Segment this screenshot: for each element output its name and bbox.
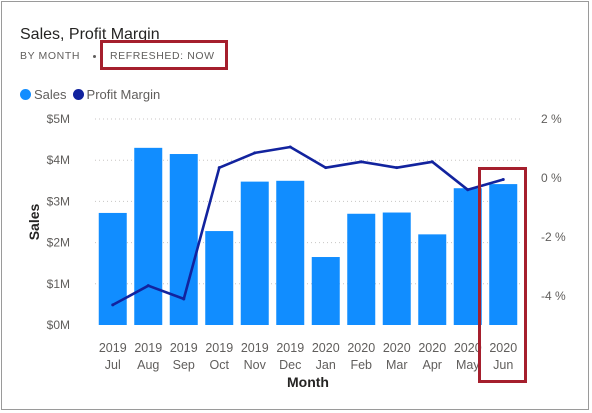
x-tick-month: Jul xyxy=(105,358,121,372)
profit-margin-point xyxy=(111,303,115,307)
profit-margin-point xyxy=(288,145,292,149)
x-tick-year: 2019 xyxy=(276,341,304,355)
profit-margin-point xyxy=(324,166,328,170)
profit-margin-point xyxy=(217,166,221,170)
profit-margin-point xyxy=(466,188,470,192)
x-tick-month: May xyxy=(456,358,480,372)
profit-margin-point xyxy=(182,297,186,301)
y-tick-label-left: $1M xyxy=(47,277,70,291)
x-tick-year: 2020 xyxy=(347,341,375,355)
y-tick-label-right: -4 % xyxy=(541,289,566,303)
x-tick-month: Mar xyxy=(386,358,408,372)
y-tick-label-left: $5M xyxy=(47,112,70,126)
sales-bar xyxy=(453,188,482,325)
separator-dot xyxy=(93,54,97,58)
x-tick-year: 2020 xyxy=(418,341,446,355)
x-axis-title: Month xyxy=(287,374,329,390)
x-tick-year: 2019 xyxy=(205,341,233,355)
legend-sales-dot xyxy=(20,89,31,100)
x-tick-year: 2019 xyxy=(170,341,198,355)
y-tick-label-left: $4M xyxy=(47,153,70,167)
profit-margin-point xyxy=(395,166,399,170)
y-axis-right: -4 % -2 % 0 % 2 % xyxy=(541,112,566,303)
sales-bar xyxy=(489,184,518,325)
legend-sales-label: Sales xyxy=(34,87,67,102)
x-tick-year: 2020 xyxy=(312,341,340,355)
x-tick-year: 2020 xyxy=(383,341,411,355)
sales-bar xyxy=(418,234,447,325)
x-tick-month: Oct xyxy=(210,358,230,372)
refreshed-label: REFRESHED: NOW xyxy=(110,50,215,62)
y-tick-label-left: $3M xyxy=(47,194,70,208)
x-tick-year: 2019 xyxy=(134,341,162,355)
y-axis-left: $0M $1M $2M $3M $4M $5M xyxy=(47,112,70,332)
chart-subtitle: BY MONTH xyxy=(20,50,106,62)
y-tick-label-left: $2M xyxy=(47,236,70,250)
x-tick-year: 2020 xyxy=(454,341,482,355)
profit-margin-point xyxy=(359,160,363,164)
chart-title: Sales, Profit Margin xyxy=(20,26,160,43)
legend-profit-margin-label: Profit Margin xyxy=(86,87,161,102)
sales-bar xyxy=(98,212,127,325)
x-tick-year: 2019 xyxy=(241,341,269,355)
x-tick-year: 2020 xyxy=(489,341,517,355)
sales-bar xyxy=(311,257,340,325)
x-tick-month: Sep xyxy=(173,358,195,372)
x-tick-month: Nov xyxy=(244,358,267,372)
legend-item-profit-margin[interactable]: Profit Margin xyxy=(72,87,161,102)
x-tick-month: Jun xyxy=(493,358,513,372)
gridlines xyxy=(95,118,521,285)
y-tick-label-left: $0M xyxy=(47,318,70,332)
y-tick-label-right: 2 % xyxy=(541,112,562,126)
x-tick-month: Apr xyxy=(423,358,442,372)
profit-margin-point xyxy=(430,160,434,164)
y-tick-label-right: -2 % xyxy=(541,230,566,244)
refreshed-highlight-box xyxy=(100,40,228,70)
sales-bar xyxy=(276,180,305,325)
sales-bar xyxy=(134,147,163,325)
x-tick-year: 2019 xyxy=(99,341,127,355)
profit-margin-line xyxy=(111,145,505,307)
x-tick-month: Jan xyxy=(316,358,336,372)
subtitle-text: BY MONTH xyxy=(20,50,81,62)
profit-margin-point xyxy=(253,151,257,155)
legend-profit-margin-dot xyxy=(72,89,84,100)
legend-item-sales[interactable]: Sales xyxy=(20,87,67,102)
sales-bar xyxy=(382,212,411,325)
sales-bar xyxy=(205,231,234,325)
x-tick-month: Dec xyxy=(279,358,301,372)
y-axis-title: Sales xyxy=(26,203,42,240)
june-highlight-box xyxy=(478,167,527,383)
profit-margin-series-line xyxy=(112,145,504,307)
sales-bar xyxy=(347,213,376,325)
x-axis: 2019 Jul 2019 Aug 2019 Sep 2019 Oct 2019 Nov 2019 D… xyxy=(99,341,517,372)
profit-margin-point xyxy=(501,177,505,181)
x-tick-month: Feb xyxy=(350,358,372,372)
profit-margin-point xyxy=(146,284,150,288)
x-tick-month: Aug xyxy=(137,358,159,372)
sales-bar xyxy=(240,181,269,325)
chart-legend: Sales Profit Margin xyxy=(20,87,166,102)
y-tick-label-right: 0 % xyxy=(541,171,562,185)
bars xyxy=(98,147,518,325)
